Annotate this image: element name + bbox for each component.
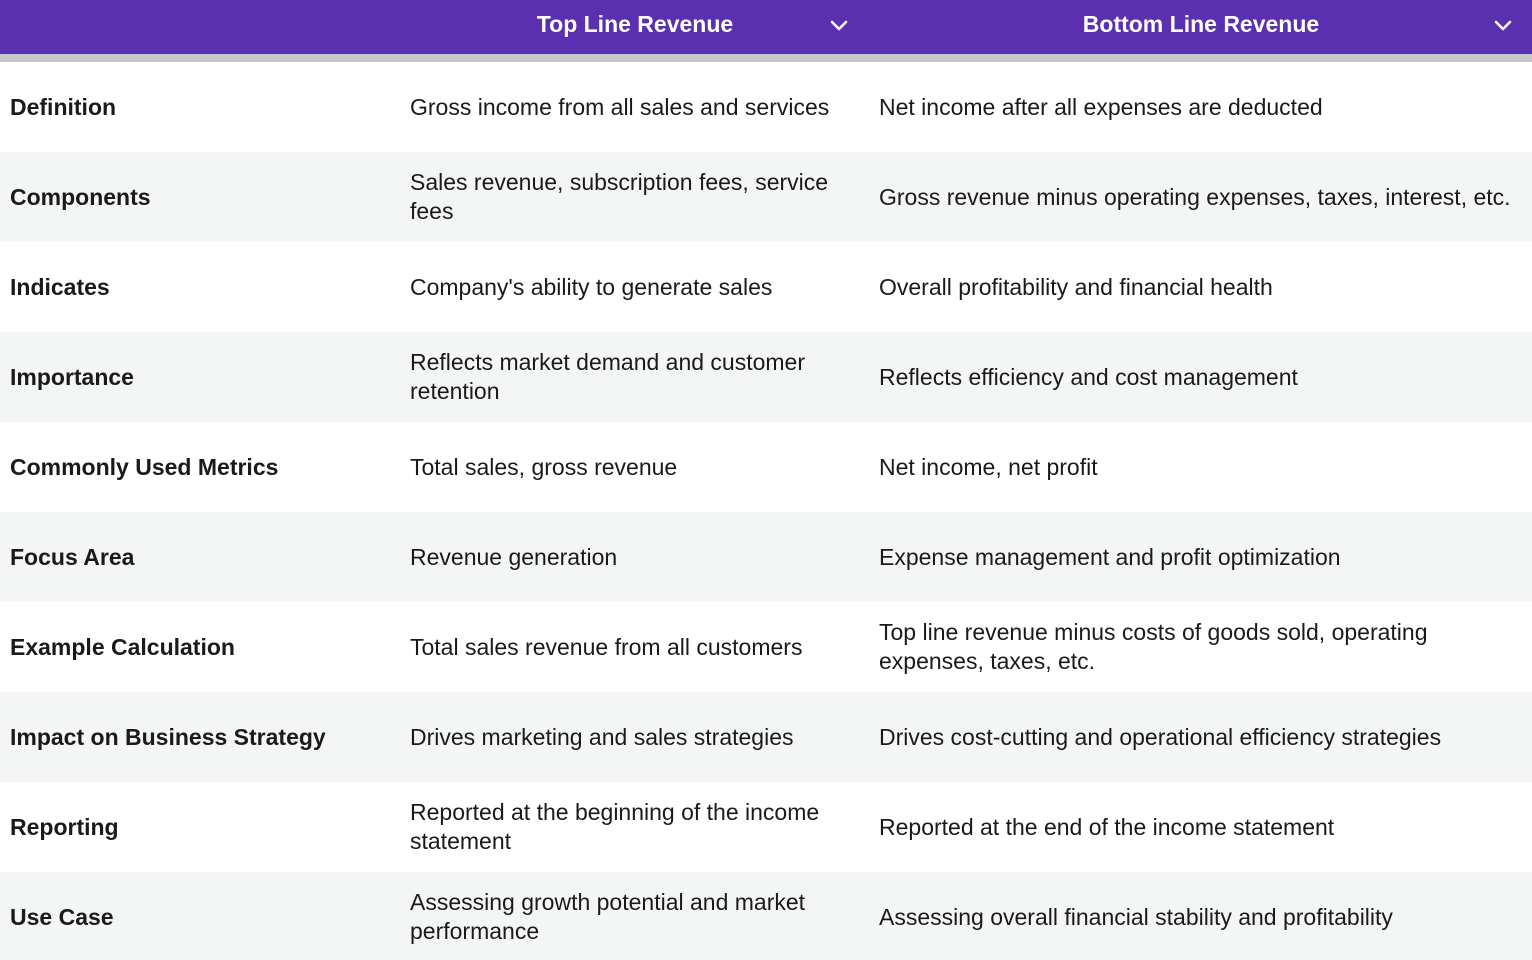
top-line-cell: Sales revenue, subscription fees, servic…	[410, 169, 829, 224]
table-header: Top Line Revenue Bottom Line Revenue	[0, 0, 1532, 54]
row-label: Example Calculation	[10, 633, 235, 660]
bottom-line-cell: Top line revenue minus costs of goods so…	[879, 619, 1428, 674]
table-row: Reporting Reported at the beginning of t…	[0, 782, 1532, 872]
top-line-cell: Total sales revenue from all customers	[410, 633, 803, 660]
header-bottom-line-revenue[interactable]: Bottom Line Revenue	[870, 0, 1532, 54]
table-row: Importance Reflects market demand and cu…	[0, 332, 1532, 422]
bottom-line-cell: Net income after all expenses are deduct…	[879, 93, 1323, 120]
top-line-cell: Company's ability to generate sales	[410, 273, 773, 300]
row-label: Definition	[10, 93, 117, 120]
top-line-cell: Assessing growth potential and market pe…	[410, 889, 806, 944]
header-divider	[0, 54, 1532, 62]
header-bottom-line-label: Bottom Line Revenue	[1082, 10, 1320, 37]
row-label: Impact on Business Strategy	[10, 723, 326, 750]
row-label: Importance	[10, 363, 134, 390]
bottom-line-cell: Expense management and profit optimizati…	[879, 543, 1341, 570]
row-label: Indicates	[10, 273, 110, 300]
top-line-cell: Drives marketing and sales strategies	[410, 723, 794, 750]
table-row: Commonly Used Metrics Total sales, gross…	[0, 422, 1532, 512]
table-row: Definition Gross income from all sales a…	[0, 62, 1532, 152]
bottom-line-cell: Drives cost-cutting and operational effi…	[879, 723, 1442, 750]
bottom-line-cell: Overall profitability and financial heal…	[879, 273, 1273, 300]
table-row: Example Calculation Total sales revenue …	[0, 602, 1532, 692]
top-line-cell: Reflects market demand and customer rete…	[410, 349, 806, 404]
table-body: Definition Gross income from all sales a…	[0, 62, 1532, 960]
top-line-cell: Reported at the beginning of the income …	[410, 799, 820, 854]
bottom-line-cell: Net income, net profit	[879, 453, 1098, 480]
header-top-line-revenue[interactable]: Top Line Revenue	[400, 0, 870, 54]
table-row: Focus Area Revenue generation Expense ma…	[0, 512, 1532, 602]
header-empty-cell	[0, 0, 400, 54]
row-label: Reporting	[10, 813, 119, 840]
bottom-line-cell: Gross revenue minus operating expenses, …	[879, 183, 1511, 210]
table-row: Use Case Assessing growth potential and …	[0, 872, 1532, 960]
table-row: Indicates Company's ability to generate …	[0, 242, 1532, 332]
table-row: Components Sales revenue, subscription f…	[0, 152, 1532, 242]
row-label: Focus Area	[10, 543, 135, 570]
top-line-cell: Gross income from all sales and services	[410, 93, 830, 120]
bottom-line-cell: Reported at the end of the income statem…	[879, 813, 1335, 840]
bottom-line-cell: Assessing overall financial stability an…	[879, 903, 1393, 930]
row-label: Commonly Used Metrics	[10, 453, 279, 480]
chevron-down-icon[interactable]	[828, 15, 850, 37]
bottom-line-cell: Reflects efficiency and cost management	[879, 363, 1298, 390]
top-line-cell: Total sales, gross revenue	[410, 453, 678, 480]
table-row: Impact on Business Strategy Drives marke…	[0, 692, 1532, 782]
chevron-down-icon[interactable]	[1492, 15, 1514, 37]
top-line-cell: Revenue generation	[410, 543, 618, 570]
row-label: Components	[10, 183, 151, 210]
header-top-line-label: Top Line Revenue	[536, 10, 734, 37]
row-label: Use Case	[10, 903, 114, 930]
